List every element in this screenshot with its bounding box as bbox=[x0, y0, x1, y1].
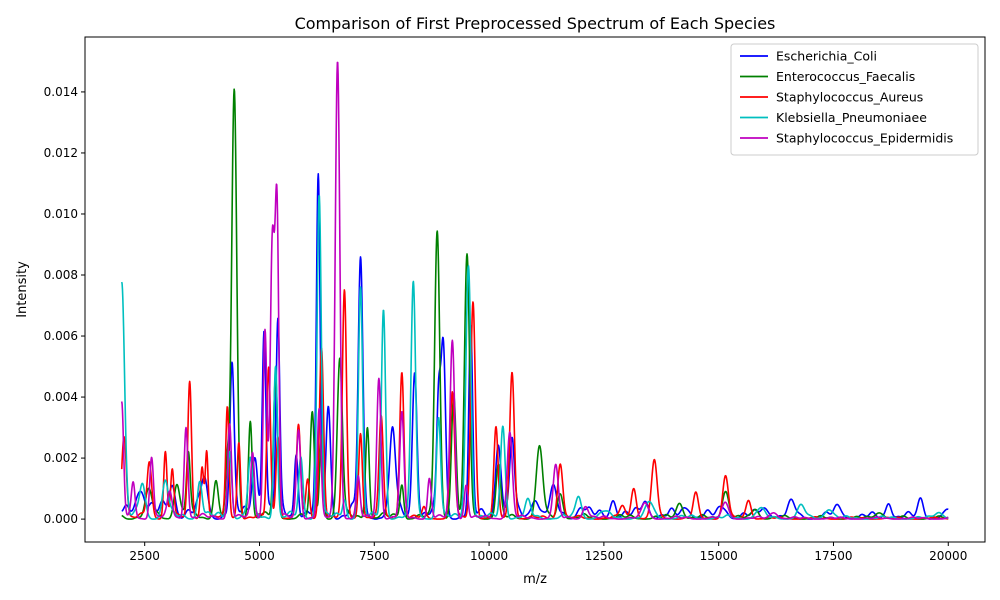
y-tick-label: 0.002 bbox=[44, 451, 78, 465]
x-tick-label: 17500 bbox=[814, 549, 852, 563]
x-tick-label: 7500 bbox=[359, 549, 390, 563]
x-tick-label: 10000 bbox=[470, 549, 508, 563]
y-axis: 0.000 0.002 0.004 0.006 0.008 0.010 0.012 0.014 bbox=[44, 85, 85, 526]
y-tick-label: 0.006 bbox=[44, 329, 78, 343]
legend-label: Enterococcus_Faecalis bbox=[776, 69, 915, 84]
x-tick-label: 15000 bbox=[700, 549, 738, 563]
y-tick-label: 0.000 bbox=[44, 512, 78, 526]
legend-label: Staphylococcus_Epidermidis bbox=[776, 131, 953, 146]
x-tick-label: 2500 bbox=[129, 549, 160, 563]
x-tick-label: 20000 bbox=[929, 549, 967, 563]
x-axis: 2500 5000 7500 10000 12500 15000 17500 20000 bbox=[129, 542, 967, 563]
x-tick-label: 12500 bbox=[585, 549, 623, 563]
series-line-staphylococcus-epidermidis bbox=[120, 61, 949, 520]
y-tick-label: 0.004 bbox=[44, 390, 78, 404]
legend-label: Staphylococcus_Aureus bbox=[776, 90, 923, 105]
y-tick-label: 0.012 bbox=[44, 146, 78, 160]
x-axis-label: m/z bbox=[523, 572, 547, 587]
plot-area bbox=[84, 36, 986, 543]
legend: Escherichia_Coli Enterococcus_Faecalis Sta… bbox=[730, 43, 979, 156]
y-tick-label: 0.014 bbox=[44, 85, 78, 99]
legend-box bbox=[730, 43, 979, 156]
legend-label: Escherichia_Coli bbox=[776, 49, 877, 64]
y-tick-label: 0.010 bbox=[44, 207, 78, 221]
series-line-escherichia-coli bbox=[121, 173, 949, 520]
x-tick-label: 5000 bbox=[244, 549, 275, 563]
y-axis-label: Intensity bbox=[15, 261, 30, 318]
legend-label: Klebsiella_Pneumoniaee bbox=[776, 110, 927, 125]
series-line-klebsiella-pneumoniaee bbox=[120, 195, 949, 520]
y-tick-label: 0.008 bbox=[44, 268, 78, 282]
chart-title: Comparison of First Preprocessed Spectru… bbox=[295, 14, 776, 33]
